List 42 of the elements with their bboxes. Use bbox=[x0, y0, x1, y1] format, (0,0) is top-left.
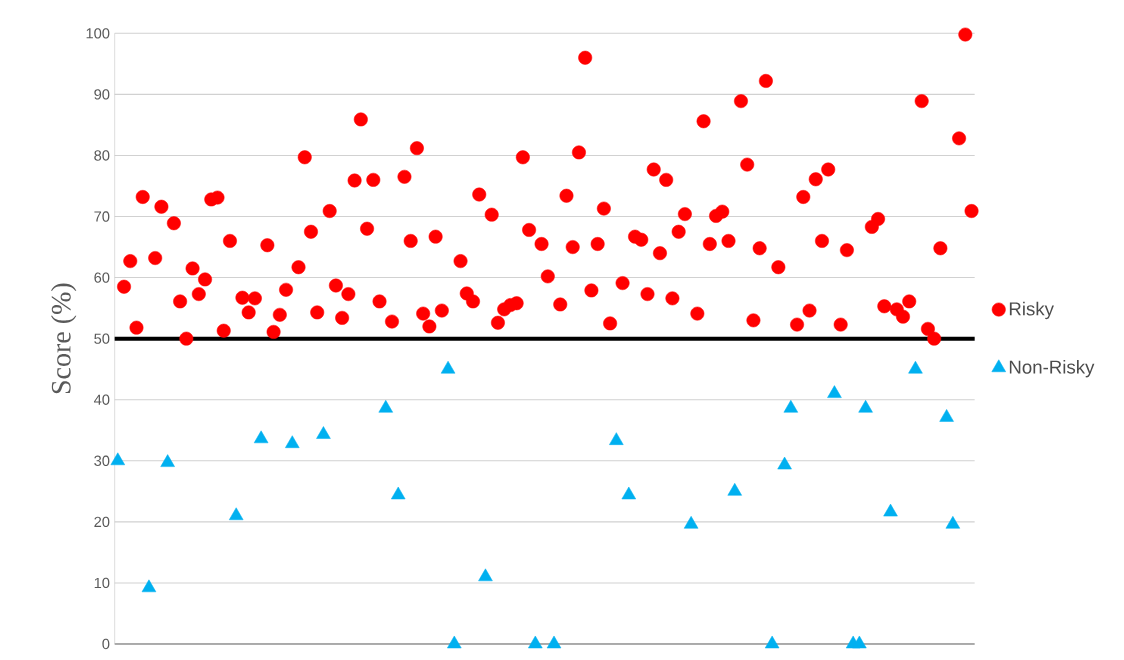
point bbox=[609, 432, 624, 445]
point bbox=[783, 400, 799, 413]
point bbox=[285, 435, 300, 448]
point bbox=[316, 426, 331, 439]
y-tick-label: 90 bbox=[94, 89, 110, 100]
point bbox=[945, 516, 961, 529]
y-tick-label: 70 bbox=[94, 211, 110, 222]
point bbox=[827, 385, 842, 398]
legend-label: Non-Risky bbox=[1009, 359, 1095, 378]
y-tick-label: 40 bbox=[93, 394, 110, 405]
y-tick-label: 10 bbox=[94, 577, 110, 589]
y-axis-title: Score (%) bbox=[50, 283, 77, 394]
y-tick-label: 50 bbox=[94, 333, 110, 344]
point bbox=[939, 409, 954, 422]
point bbox=[478, 568, 493, 582]
point bbox=[546, 635, 562, 649]
point bbox=[447, 635, 462, 649]
point bbox=[141, 579, 157, 593]
y-tick-label: 30 bbox=[94, 455, 110, 466]
point bbox=[440, 360, 456, 374]
y-tick-label: 0 bbox=[102, 638, 110, 650]
point bbox=[391, 486, 406, 500]
point bbox=[378, 400, 393, 413]
point bbox=[908, 360, 923, 374]
point bbox=[160, 454, 175, 467]
y-tick-label: 80 bbox=[94, 150, 110, 161]
y-tick-label: 20 bbox=[94, 516, 110, 528]
point bbox=[528, 635, 543, 649]
point bbox=[727, 483, 742, 496]
point bbox=[110, 452, 125, 466]
legend-label: Risky bbox=[1009, 301, 1054, 320]
point bbox=[883, 503, 898, 517]
point bbox=[253, 430, 269, 444]
point bbox=[229, 507, 244, 521]
point bbox=[764, 635, 780, 649]
y-tick-label: 60 bbox=[94, 272, 110, 283]
point bbox=[621, 486, 636, 500]
point bbox=[858, 400, 873, 413]
point bbox=[683, 516, 699, 529]
y-tick-label: 100 bbox=[86, 28, 110, 39]
point bbox=[777, 456, 792, 470]
point bbox=[852, 635, 867, 649]
